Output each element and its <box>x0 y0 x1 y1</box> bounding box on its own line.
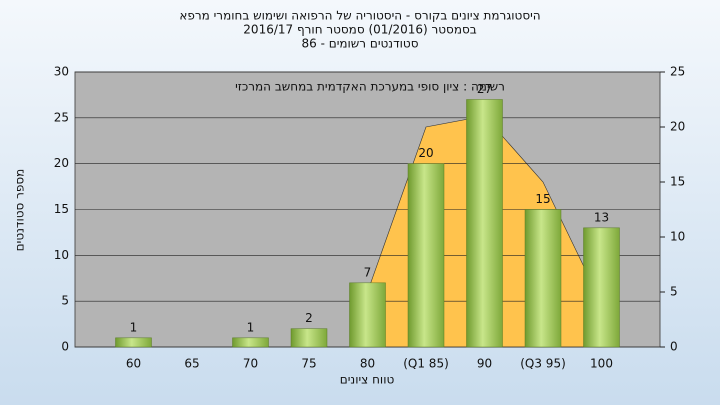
x-axis-label: טווח ציונים <box>340 373 395 387</box>
y2-tick-label: 15 <box>670 175 685 189</box>
bar <box>583 227 620 348</box>
data-label: 15 <box>535 192 550 206</box>
y-tick-label: 10 <box>54 248 69 262</box>
data-label: 20 <box>418 146 433 160</box>
chart-subtitle: בסמסטר (01/2016) סמסטר חורף 2016/17 <box>243 23 476 37</box>
data-label: 13 <box>594 210 609 224</box>
annotation: רשימה : ציון סופי במערכת האקדמית במחשב ה… <box>235 80 505 94</box>
y2-tick-label: 10 <box>670 230 685 244</box>
bar <box>407 163 445 348</box>
y2-tick-label: 25 <box>670 65 685 79</box>
bar <box>232 337 269 348</box>
x-tick-label: 80 <box>360 357 375 371</box>
bar <box>466 99 503 348</box>
y-tick-label: 0 <box>61 340 69 354</box>
x-tick-label: (Q1 85) <box>403 357 449 371</box>
chart-title: היסטוגרמת ציונים בקורס - היסטוריה של הרפ… <box>179 9 540 23</box>
data-label: 1 <box>130 320 138 334</box>
y-tick-label: 20 <box>54 156 69 170</box>
x-tick-label: 60 <box>126 357 141 371</box>
data-label: 27 <box>477 82 492 96</box>
y-tick-label: 15 <box>54 202 69 216</box>
bar <box>524 209 562 348</box>
data-label: 1 <box>247 320 255 334</box>
data-label: 2 <box>305 311 313 325</box>
y-tick-label: 30 <box>54 65 69 79</box>
bar <box>290 328 328 348</box>
bar <box>349 282 386 348</box>
x-tick-label: 75 <box>301 357 316 371</box>
x-tick-label: 100 <box>590 357 613 371</box>
x-tick-label: (Q3 95) <box>520 357 566 371</box>
chart-subtitle: סטודנטים רשומים - 86 <box>301 37 418 51</box>
y-tick-label: 25 <box>54 110 69 124</box>
bar <box>115 337 152 348</box>
y2-tick-label: 5 <box>670 285 678 299</box>
y-tick-label: 5 <box>61 294 69 308</box>
y-axis-label: מספר סטודנטים <box>13 169 27 252</box>
x-tick-label: 90 <box>477 357 492 371</box>
x-tick-label: 65 <box>184 357 199 371</box>
x-tick-label: 70 <box>243 357 258 371</box>
y2-tick-label: 20 <box>670 120 685 134</box>
data-label: 7 <box>364 265 372 279</box>
y2-tick-label: 0 <box>670 340 678 354</box>
